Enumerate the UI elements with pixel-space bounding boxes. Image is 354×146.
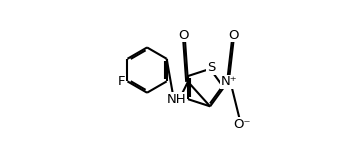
Text: S: S [207, 61, 215, 74]
Text: NH: NH [166, 93, 186, 106]
Text: F: F [118, 75, 126, 88]
Text: O: O [229, 28, 239, 42]
Text: O⁻: O⁻ [233, 118, 251, 131]
Text: O: O [178, 28, 189, 42]
Text: N⁺: N⁺ [221, 75, 237, 88]
